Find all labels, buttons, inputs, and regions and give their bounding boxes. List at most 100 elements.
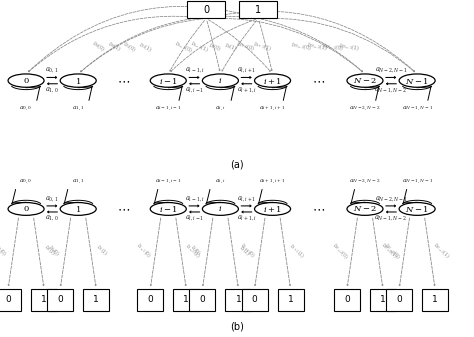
Text: $b_1(1)$: $b_1(1)$ — [94, 242, 111, 258]
Text: $b_{i-1}(0)$: $b_{i-1}(0)$ — [134, 240, 154, 261]
Text: $1$: $1$ — [75, 204, 82, 214]
Text: 0: 0 — [396, 296, 402, 304]
Text: $a_{0,0}$: $a_{0,0}$ — [19, 178, 33, 187]
Text: $b_{N-2}(1)$: $b_{N-2}(1)$ — [379, 240, 400, 261]
Bar — [241, 289, 267, 311]
Text: $a_{i,i-1}$: $a_{i,i-1}$ — [185, 214, 204, 223]
Circle shape — [347, 74, 383, 87]
Text: $b_i(1)$: $b_i(1)$ — [237, 243, 253, 258]
Text: $b_{i+1}(0)$: $b_{i+1}(0)$ — [238, 240, 258, 261]
Text: $a_{i,i}$: $a_{i,i}$ — [215, 105, 226, 114]
Text: 0: 0 — [252, 296, 257, 304]
Text: $b_0(1)$: $b_0(1)$ — [42, 242, 59, 258]
Bar — [239, 1, 277, 19]
Text: $a_{i+1,i}$: $a_{i+1,i}$ — [237, 214, 256, 223]
Text: $b_{N-1}(1)$: $b_{N-1}(1)$ — [337, 40, 360, 53]
Text: $\cdots$: $\cdots$ — [117, 203, 130, 215]
Circle shape — [347, 203, 383, 215]
Text: 1: 1 — [93, 296, 99, 304]
Bar — [386, 289, 412, 311]
Bar — [187, 1, 225, 19]
Text: $N-2$: $N-2$ — [353, 205, 377, 213]
Text: 0: 0 — [5, 296, 11, 304]
Text: $1$: $1$ — [75, 75, 82, 86]
Text: $a_{i+1,i+1}$: $a_{i+1,i+1}$ — [259, 105, 286, 114]
Text: $N-1$: $N-1$ — [405, 75, 429, 86]
Circle shape — [60, 74, 96, 87]
Text: $b_i(0)$: $b_i(0)$ — [207, 39, 222, 53]
Bar — [226, 289, 251, 311]
Text: $a_{N-2,N-1}$: $a_{N-2,N-1}$ — [374, 195, 408, 204]
Bar — [422, 289, 448, 311]
Text: $b_{i+1}(0)$: $b_{i+1}(0)$ — [236, 39, 256, 54]
Bar — [0, 289, 21, 311]
Text: $a_{N-1,N-2}$: $a_{N-1,N-2}$ — [374, 214, 408, 223]
Bar — [277, 289, 303, 311]
Circle shape — [202, 74, 238, 87]
Text: $a_{1,0}$: $a_{1,0}$ — [45, 86, 59, 95]
Text: $a_{i,i+1}$: $a_{i,i+1}$ — [237, 195, 256, 204]
Text: $b_1(0)$: $b_1(0)$ — [121, 38, 138, 54]
Text: $i$: $i$ — [219, 205, 222, 213]
Text: $i+1$: $i+1$ — [263, 204, 282, 214]
Text: 0: 0 — [147, 296, 153, 304]
Text: $a_{N-1,N-1}$: $a_{N-1,N-1}$ — [401, 178, 433, 187]
Text: $0$: $0$ — [23, 205, 29, 213]
Bar — [173, 289, 199, 311]
Text: 1: 1 — [183, 296, 189, 304]
Text: 0: 0 — [200, 296, 205, 304]
Text: $i-1$: $i-1$ — [159, 75, 178, 86]
Bar — [83, 289, 109, 311]
Text: $\cdots$: $\cdots$ — [312, 74, 325, 87]
Text: $a_{1,1}$: $a_{1,1}$ — [72, 105, 85, 114]
Text: $b_{i-1}(1)$: $b_{i-1}(1)$ — [182, 241, 203, 261]
Text: $a_{i+1,i}$: $a_{i+1,i}$ — [237, 86, 256, 95]
Text: $b_0(1)$: $b_0(1)$ — [106, 39, 123, 54]
Text: $a_{i,i}$: $a_{i,i}$ — [215, 178, 226, 187]
Text: $b_{i-1}(0)$: $b_{i-1}(0)$ — [173, 38, 194, 55]
Text: 0: 0 — [344, 296, 350, 304]
Text: $b_{i+1}(1)$: $b_{i+1}(1)$ — [287, 241, 307, 261]
Text: $a_{N-1,N-2}$: $a_{N-1,N-2}$ — [374, 86, 408, 95]
Circle shape — [399, 74, 435, 87]
Text: $a_{0,1}$: $a_{0,1}$ — [46, 66, 59, 75]
Text: $b_{i-1}(1)$: $b_{i-1}(1)$ — [189, 38, 210, 55]
Text: 1: 1 — [255, 5, 261, 14]
Text: $b_{N-1}(0)$: $b_{N-1}(0)$ — [321, 40, 344, 53]
Text: $a_{1,0}$: $a_{1,0}$ — [45, 214, 59, 223]
Text: (b): (b) — [230, 322, 244, 332]
Circle shape — [8, 74, 44, 87]
Text: $0$: $0$ — [23, 76, 29, 85]
Bar — [31, 289, 57, 311]
Text: $i$: $i$ — [219, 76, 222, 85]
Text: $a_{1,1}$: $a_{1,1}$ — [72, 178, 85, 187]
Text: $a_{0,0}$: $a_{0,0}$ — [19, 105, 33, 114]
Text: $a_{i-1,i-1}$: $a_{i-1,i-1}$ — [155, 178, 182, 187]
Text: $a_{N-2,N-2}$: $a_{N-2,N-2}$ — [349, 105, 381, 114]
Circle shape — [255, 203, 291, 215]
Text: $b_0(0)$: $b_0(0)$ — [0, 242, 10, 259]
Text: $b_{N-1}(0)$: $b_{N-1}(0)$ — [382, 240, 403, 261]
Text: $b_{N-1}(1)$: $b_{N-1}(1)$ — [431, 240, 452, 261]
Text: $a_{i-1,i-1}$: $a_{i-1,i-1}$ — [155, 105, 182, 114]
Text: $a_{N-1,N-1}$: $a_{N-1,N-1}$ — [401, 105, 433, 114]
Circle shape — [255, 74, 291, 87]
Text: $a_{i-1,i}$: $a_{i-1,i}$ — [184, 195, 204, 204]
Text: $a_{N-2,N-2}$: $a_{N-2,N-2}$ — [349, 178, 381, 187]
Text: $b_1(0)$: $b_1(0)$ — [46, 242, 62, 259]
Text: 1: 1 — [380, 296, 386, 304]
Text: $a_{0,1}$: $a_{0,1}$ — [46, 195, 59, 204]
Text: $b_1(1)$: $b_1(1)$ — [137, 39, 154, 54]
Bar — [137, 289, 163, 311]
Text: $N-2$: $N-2$ — [353, 76, 377, 85]
Text: 0: 0 — [203, 5, 209, 14]
Text: $b_{i+1}(1)$: $b_{i+1}(1)$ — [252, 39, 273, 54]
Text: $i-1$: $i-1$ — [159, 204, 178, 214]
Text: $b_0(0)$: $b_0(0)$ — [90, 38, 107, 55]
Circle shape — [399, 203, 435, 215]
Text: $b_i(1)$: $b_i(1)$ — [223, 40, 238, 53]
Bar — [334, 289, 360, 311]
Text: $a_{i,i+1}$: $a_{i,i+1}$ — [237, 66, 256, 75]
Text: $b_i(0)$: $b_i(0)$ — [188, 243, 204, 258]
Circle shape — [202, 203, 238, 215]
